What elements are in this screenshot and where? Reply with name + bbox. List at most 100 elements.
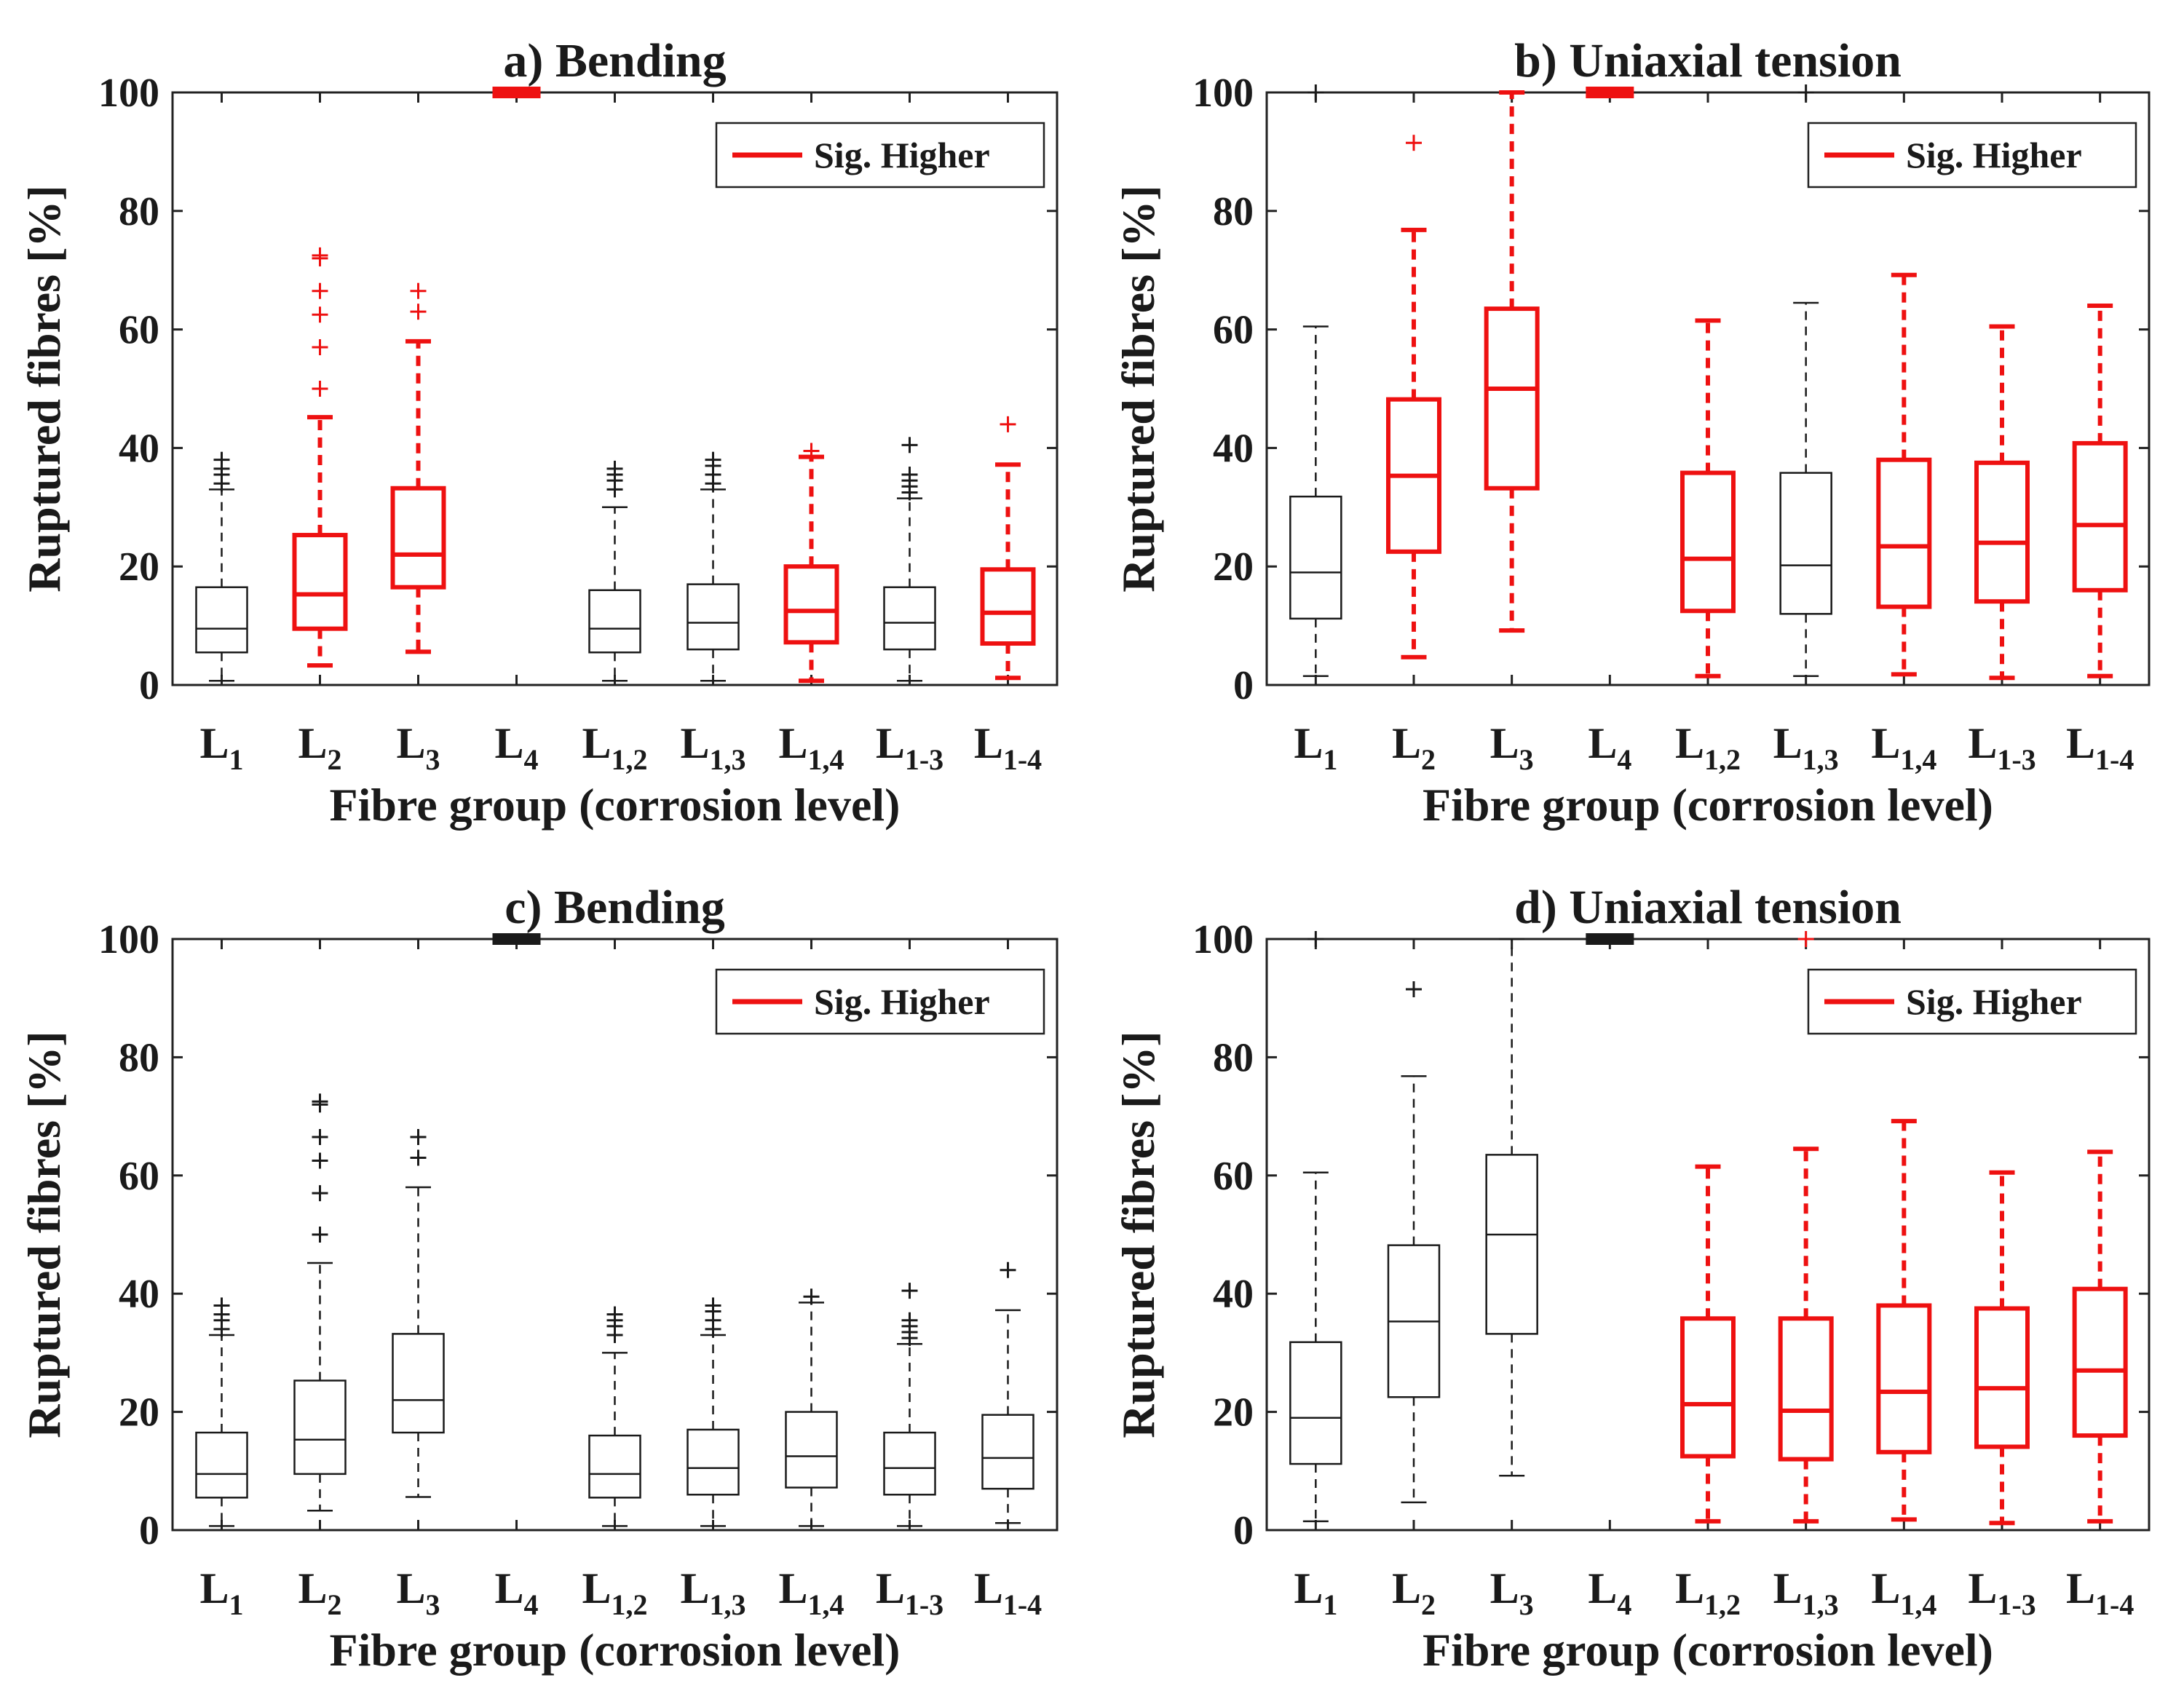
box-7 bbox=[1876, 272, 1932, 677]
y-tick-label: 80 bbox=[119, 189, 159, 234]
y-tick-label: 0 bbox=[139, 1508, 159, 1553]
iqr-box bbox=[2072, 440, 2128, 593]
box-7 bbox=[1876, 1119, 1932, 1522]
outlier-marker bbox=[410, 1129, 427, 1146]
box-9 bbox=[980, 416, 1036, 681]
chart-title: d) Uniaxial tension bbox=[1514, 881, 1902, 934]
outlier-marker bbox=[705, 1297, 721, 1314]
box-6 bbox=[687, 1297, 740, 1527]
legend-label: Sig. Higher bbox=[814, 135, 990, 175]
iqr-box bbox=[588, 1434, 641, 1499]
box-7 bbox=[785, 1288, 838, 1527]
legend-label: Sig. Higher bbox=[1906, 981, 2082, 1022]
box-6 bbox=[1779, 84, 1832, 678]
box-6 bbox=[687, 451, 740, 682]
y-tick-label: 100 bbox=[1192, 917, 1254, 962]
y-tick-label: 20 bbox=[1213, 544, 1254, 590]
y-tick-label: 60 bbox=[119, 308, 159, 353]
box-1 bbox=[195, 1297, 248, 1527]
box-6 bbox=[1778, 931, 1834, 1524]
y-tick-label: 40 bbox=[1213, 426, 1254, 471]
iqr-box bbox=[883, 586, 936, 651]
iqr-box bbox=[1485, 1154, 1538, 1335]
x-category-label: L1-4 bbox=[2066, 1564, 2134, 1621]
outlier-marker bbox=[312, 1152, 328, 1169]
x-category-label: L1,3 bbox=[680, 719, 745, 776]
outlier-marker bbox=[901, 467, 918, 483]
x-category-label: L2 bbox=[1392, 1564, 1436, 1621]
iqr-box bbox=[1779, 472, 1832, 615]
box-1 bbox=[1289, 84, 1342, 678]
x-category-label: L1-3 bbox=[876, 719, 943, 776]
iqr-box bbox=[1289, 1341, 1342, 1465]
outlier-marker bbox=[803, 443, 820, 459]
outlier-marker bbox=[1307, 931, 1324, 947]
iqr-box bbox=[785, 1411, 838, 1489]
box-2 bbox=[1386, 135, 1441, 660]
iqr-box bbox=[292, 533, 348, 631]
outlier-marker bbox=[312, 339, 328, 356]
chart-title: c) Bending bbox=[505, 881, 725, 934]
x-category-label: L3 bbox=[1490, 719, 1534, 776]
iqr-box bbox=[980, 567, 1036, 646]
x-category-label: L1,4 bbox=[778, 1564, 844, 1621]
outlier-marker bbox=[1797, 931, 1814, 947]
x-category-label: L1,4 bbox=[1871, 1564, 1936, 1621]
box-3 bbox=[392, 1129, 445, 1498]
box-9 bbox=[2072, 1149, 2128, 1524]
chart-panel-4: 0 20 40 60 80 100 L1 L2 L3 L4 L1,2 L1,3 L1,4 L1-3 L1-4… bbox=[1112, 881, 2151, 1676]
iqr-box bbox=[1876, 1303, 1932, 1454]
chart-panel-3: 0 20 40 60 80 100 L1 L2 L3 L4 L1,2 L1,3 L1,4 L1-3 L1-4… bbox=[18, 881, 1059, 1676]
iqr-box bbox=[883, 1431, 936, 1496]
x-category-label: L1,2 bbox=[1675, 719, 1741, 776]
chart-panel-2: 0 20 40 60 80 100 L1 L2 L3 L4 L1,2 L1,3 L1,4 L1-3 L1-4… bbox=[1112, 34, 2151, 831]
iqr-box bbox=[783, 564, 839, 645]
y-tick-label: 100 bbox=[1192, 71, 1254, 116]
iqr-box bbox=[1876, 457, 1932, 609]
y-tick-label: 20 bbox=[119, 1390, 159, 1435]
y-axis-label: Ruptured fibres [%] bbox=[1112, 1031, 1164, 1438]
y-tick-label: 80 bbox=[1213, 1035, 1254, 1080]
iqr-box bbox=[1680, 1316, 1736, 1459]
iqr-box bbox=[1680, 470, 1736, 614]
x-category-label: L2 bbox=[298, 1564, 341, 1621]
outlier-marker bbox=[1000, 1262, 1016, 1278]
outlier-marker bbox=[901, 437, 918, 454]
y-tick-label: 60 bbox=[1213, 1154, 1254, 1199]
box-3 bbox=[390, 282, 446, 654]
x-category-label: L1-4 bbox=[974, 719, 1042, 776]
outlier-marker bbox=[312, 282, 328, 299]
iqr-box bbox=[1289, 495, 1342, 620]
box-9 bbox=[2072, 304, 2128, 678]
y-tick-label: 60 bbox=[1213, 308, 1254, 353]
box-3 bbox=[1484, 90, 1540, 633]
iqr-box bbox=[2072, 1286, 2128, 1438]
legend-label: Sig. Higher bbox=[814, 981, 990, 1022]
iqr-box bbox=[981, 1414, 1034, 1490]
box-5 bbox=[1680, 1164, 1736, 1524]
x-category-label: L1 bbox=[1294, 719, 1337, 776]
iqr-box bbox=[195, 1431, 248, 1499]
x-category-label: L1 bbox=[199, 719, 243, 776]
outlier-marker bbox=[213, 1297, 230, 1314]
x-category-label: L1,4 bbox=[778, 719, 844, 776]
y-axis-label: Ruptured fibres [%] bbox=[18, 185, 70, 592]
box-1 bbox=[195, 451, 248, 682]
outlier-marker bbox=[1406, 135, 1422, 151]
x-category-label: L1 bbox=[1294, 1564, 1337, 1621]
x-category-label: L4 bbox=[1588, 719, 1631, 776]
y-tick-label: 40 bbox=[119, 426, 159, 471]
y-tick-label: 60 bbox=[119, 1154, 159, 1199]
iqr-box bbox=[390, 486, 446, 590]
x-category-label: L3 bbox=[396, 1564, 440, 1621]
x-axis-label: Fibre group (corrosion level) bbox=[1423, 1624, 1993, 1676]
outlier-marker bbox=[901, 1312, 918, 1328]
y-tick-label: 40 bbox=[1213, 1272, 1254, 1317]
outlier-marker bbox=[410, 1149, 427, 1166]
outlier-marker bbox=[312, 1227, 328, 1243]
outlier-marker bbox=[312, 1129, 328, 1146]
box-3 bbox=[1485, 938, 1538, 1477]
outlier-marker bbox=[901, 1283, 918, 1299]
chart-panel-1: 0 20 40 60 80 100 L1 L2 L3 L4 L1,2 L1,3 L1,4 L1-3 L1-4… bbox=[18, 34, 1059, 831]
